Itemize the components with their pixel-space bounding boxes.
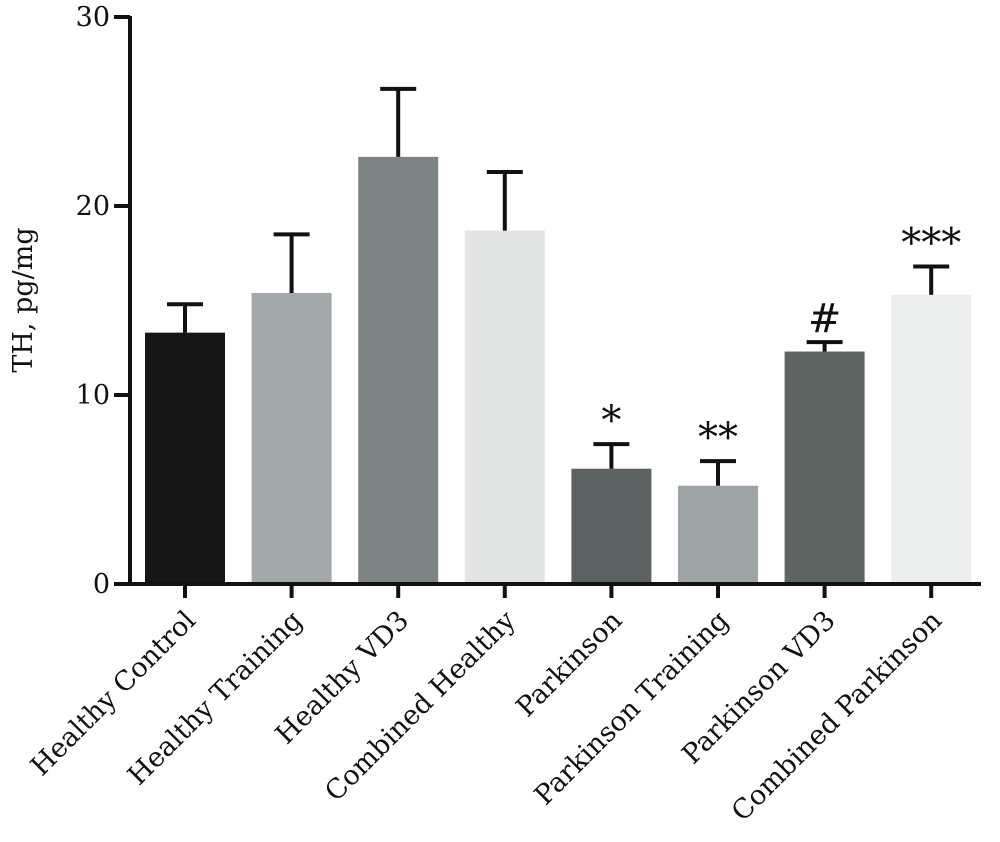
- bar: [784, 351, 865, 584]
- y-tick-label: 10: [76, 380, 110, 411]
- significance-group: * **#***: [601, 220, 961, 461]
- y-tick-label: 30: [76, 2, 110, 33]
- bar: [464, 230, 545, 584]
- y-tick-label: 20: [76, 191, 110, 222]
- bar: [145, 332, 225, 584]
- bar: [251, 292, 332, 584]
- axes-group: [128, 16, 981, 586]
- x-category-label: Parkinson Training: [529, 605, 735, 811]
- error-bars-group: [167, 86, 950, 486]
- significance-marker: **: [698, 415, 738, 461]
- x-category-label: Combined Healthy: [319, 605, 522, 808]
- bar: [891, 294, 972, 584]
- bars-group: [145, 156, 972, 585]
- significance-marker: #: [808, 296, 842, 342]
- bar: [678, 485, 758, 584]
- x-category-label: Healthy Training: [122, 605, 308, 791]
- bar: [571, 468, 652, 584]
- x-category-label: Parkinson: [510, 605, 628, 723]
- x-category-label: Combined Parkinson: [726, 605, 948, 827]
- significance-marker: *: [601, 398, 621, 444]
- significance-marker: ***: [901, 220, 961, 266]
- y-tick-label: 0: [93, 569, 110, 600]
- bar: [358, 156, 439, 585]
- y-axis-title: TH, pg/mg: [8, 227, 39, 372]
- y-ticks-group: 0 10 20 30: [76, 2, 130, 600]
